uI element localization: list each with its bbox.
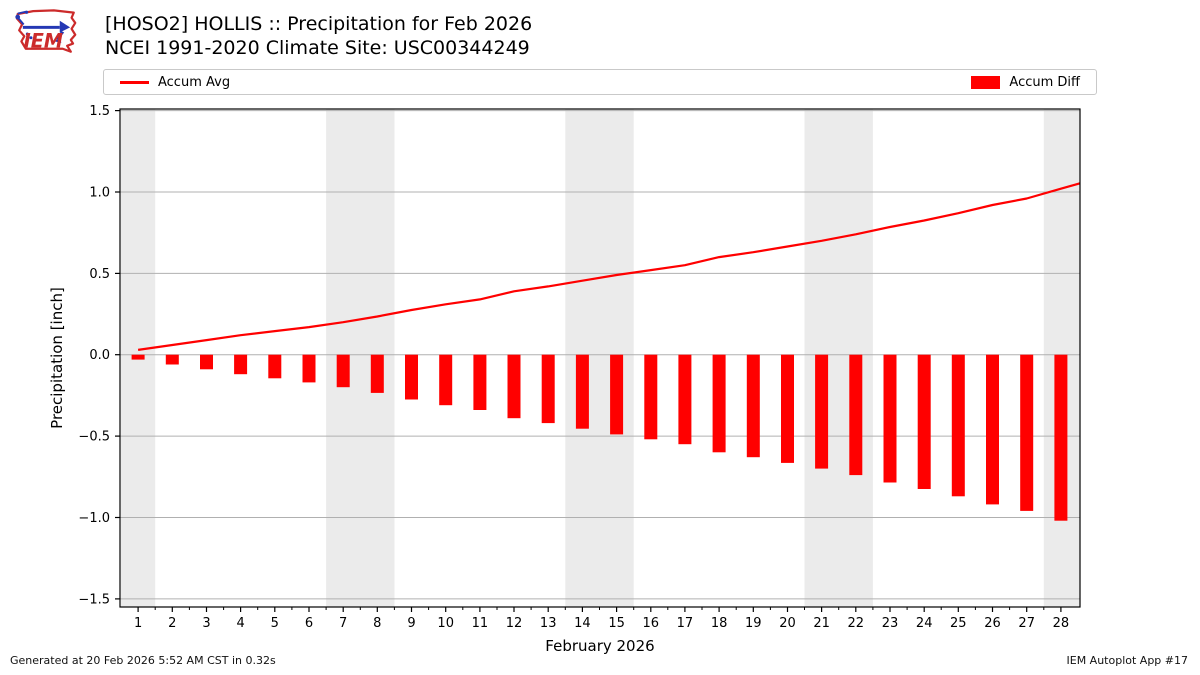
x-tick-label: 22 xyxy=(848,616,865,631)
x-tick-label: 15 xyxy=(608,616,625,631)
x-axis-label: February 2026 xyxy=(545,637,654,655)
accum-diff-bar xyxy=(473,354,487,410)
accum-diff-bar xyxy=(712,354,726,453)
accum-diff-bar xyxy=(439,354,453,406)
legend: Accum Avg Accum Diff xyxy=(103,69,1097,95)
chart-title-block: [HOSO2] HOLLIS :: Precipitation for Feb … xyxy=(105,12,532,60)
x-tick-label: 14 xyxy=(574,616,591,631)
accum-diff-bar xyxy=(951,354,965,497)
x-tick-label: 24 xyxy=(916,616,933,631)
y-tick-label: 0.0 xyxy=(89,348,110,363)
x-tick-label: 13 xyxy=(540,616,557,631)
accum-diff-bar xyxy=(165,354,179,365)
y-axis-label: Precipitation [inch] xyxy=(48,287,66,429)
y-tick-label: 1.0 xyxy=(89,186,110,201)
x-tick-label: 19 xyxy=(745,616,762,631)
y-tick-label: 0.5 xyxy=(89,267,110,282)
weekend-shading-band xyxy=(804,109,873,607)
x-tick-label: 26 xyxy=(984,616,1001,631)
x-tick-label: 25 xyxy=(950,616,967,631)
x-tick-label: 18 xyxy=(711,616,728,631)
accum-avg-line-swatch-icon xyxy=(120,80,149,84)
x-tick-label: 12 xyxy=(506,616,523,631)
iem-logo: IEM xyxy=(15,9,77,53)
x-tick-label: 7 xyxy=(339,616,347,631)
x-tick-label: 1 xyxy=(134,616,142,631)
accum-diff-bar xyxy=(541,354,555,424)
x-tick-label: 4 xyxy=(236,616,244,631)
accum-diff-bar xyxy=(405,354,418,400)
x-tick-label: 10 xyxy=(437,616,454,631)
accum-diff-bar xyxy=(507,354,521,419)
accum-diff-bar-swatch-icon xyxy=(971,75,1001,89)
chart-title-line2: NCEI 1991-2020 Climate Site: USC00344249 xyxy=(105,37,530,59)
accum-diff-bar xyxy=(370,354,384,393)
x-tick-label: 21 xyxy=(813,616,830,631)
accum-diff-bar xyxy=(268,354,282,379)
accum-diff-bar xyxy=(678,354,692,445)
chart-title-line1: [HOSO2] HOLLIS :: Precipitation for Feb … xyxy=(105,13,533,35)
accum-diff-bar xyxy=(849,354,863,476)
x-tick-label: 27 xyxy=(1018,616,1035,631)
y-tick-label: −1.0 xyxy=(78,511,110,526)
x-tick-label: 3 xyxy=(202,616,210,631)
accum-diff-bar xyxy=(336,354,350,388)
chart-canvas: 1 2 3 4 5 6 7 8 9 10 11 12 13 14 15 16 17 18 19 20 21 22 23 24 2… xyxy=(48,104,1081,655)
accum-diff-bar xyxy=(781,354,794,463)
accum-diff-bar xyxy=(986,354,999,505)
accum-diff-bar xyxy=(302,354,316,383)
x-tick-label: 5 xyxy=(271,616,279,631)
x-tick-label: 2 xyxy=(168,616,176,631)
x-tick-label: 28 xyxy=(1053,616,1070,631)
accum-diff-bar xyxy=(917,354,931,489)
y-tick-label: 1.5 xyxy=(89,104,110,119)
x-tick-label: 20 xyxy=(779,616,796,631)
accum-diff-bar xyxy=(1020,354,1034,511)
accum-diff-bar xyxy=(131,354,145,360)
accum-diff-bar xyxy=(644,354,658,440)
accum-diff-bar xyxy=(883,354,897,483)
y-tick-label: −0.5 xyxy=(78,430,110,445)
x-tick-label: 17 xyxy=(677,616,694,631)
accum-avg-line xyxy=(137,182,1081,351)
accum-diff-label: Accum Diff xyxy=(1009,74,1080,90)
accum-diff-bar xyxy=(200,354,213,370)
iem-logo-text: IEM xyxy=(24,29,63,52)
legend-item-accum-diff: Accum Diff xyxy=(971,75,1080,90)
accum-diff-bar xyxy=(610,354,624,435)
x-tick-label: 8 xyxy=(373,616,381,631)
x-tick-label: 16 xyxy=(643,616,660,631)
x-tick-label: 11 xyxy=(472,616,489,631)
footer-generated-text: Generated at 20 Feb 2026 5:52 AM CST in … xyxy=(10,654,276,667)
accum-diff-bar xyxy=(234,354,248,375)
x-tick-label: 9 xyxy=(407,616,415,631)
weather-vane-icon xyxy=(15,10,71,43)
legend-item-accum-avg: Accum Avg xyxy=(120,75,230,90)
y-tick-label: −1.5 xyxy=(78,592,110,607)
accum-diff-bar xyxy=(575,354,589,429)
accum-avg-label: Accum Avg xyxy=(158,74,231,90)
x-tick-label: 6 xyxy=(305,616,313,631)
footer-app-id-text: IEM Autoplot App #17 xyxy=(1066,654,1189,667)
accum-diff-bar xyxy=(1054,354,1068,521)
accum-diff-bar xyxy=(746,354,760,458)
weekend-shading-band xyxy=(326,109,395,607)
x-tick-label: 23 xyxy=(882,616,899,631)
weekend-shading-band xyxy=(565,109,634,607)
accum-diff-bar xyxy=(815,354,829,469)
